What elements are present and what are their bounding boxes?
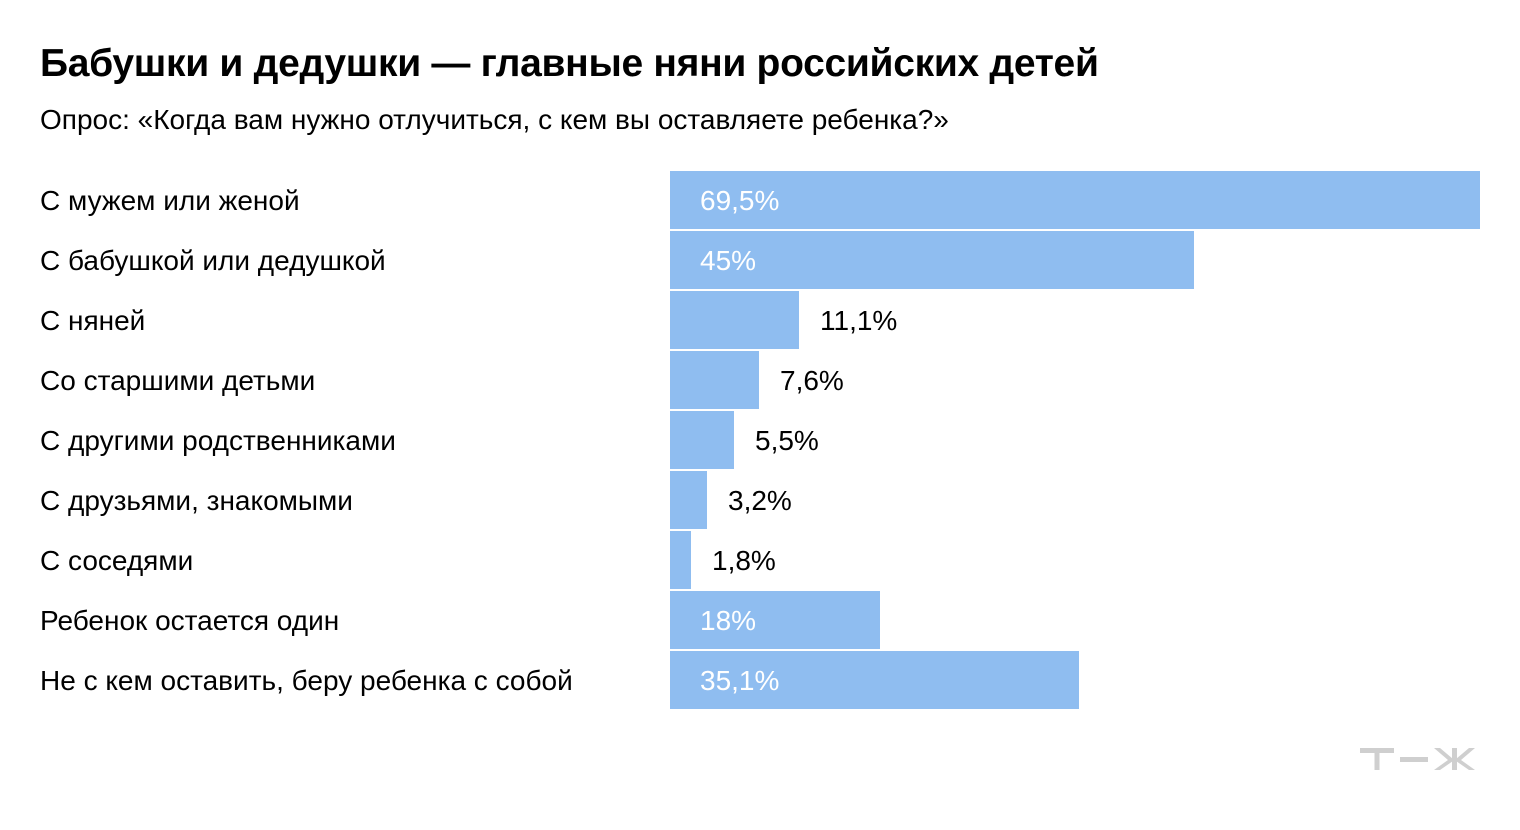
value-label: 3,2% bbox=[728, 485, 792, 516]
bar bbox=[670, 651, 1079, 709]
bar-row: С бабушкой или дедушкой 45% bbox=[40, 231, 1194, 289]
value-label: 35,1% bbox=[700, 665, 779, 696]
bar bbox=[670, 591, 880, 649]
value-label: 69,5% bbox=[700, 185, 779, 216]
bar-row: Не с кем оставить, беру ребенка с собой 3… bbox=[40, 651, 1079, 709]
category-label: С друзьями, знакомыми bbox=[40, 485, 353, 516]
bar bbox=[670, 231, 1194, 289]
category-label: С мужем или женой bbox=[40, 185, 300, 216]
tzh-logo-icon bbox=[1360, 748, 1475, 770]
value-label: 1,8% bbox=[712, 545, 776, 576]
value-label: 18% bbox=[700, 605, 756, 636]
bar-row: С соседями 1,8% bbox=[40, 531, 776, 589]
chart-title: Бабушки и дедушки — главные няни российс… bbox=[40, 42, 1099, 85]
bar-row: С другими родственниками 5,5% bbox=[40, 411, 819, 469]
category-label: Ребенок остается один bbox=[40, 605, 339, 636]
category-label: Со старшими детьми bbox=[40, 365, 315, 396]
value-label: 11,1% bbox=[820, 305, 897, 336]
value-label: 45% bbox=[700, 245, 756, 276]
bar-row: С мужем или женой 69,5% bbox=[40, 171, 1480, 229]
bar bbox=[670, 171, 1480, 229]
bar-row: С друзьями, знакомыми 3,2% bbox=[40, 471, 792, 529]
bar bbox=[670, 351, 759, 409]
value-label: 5,5% bbox=[755, 425, 819, 456]
bar bbox=[670, 291, 799, 349]
category-label: С соседями bbox=[40, 545, 193, 576]
category-label: Не с кем оставить, беру ребенка с собой bbox=[40, 665, 573, 696]
bar bbox=[670, 471, 707, 529]
bar bbox=[670, 411, 734, 469]
category-label: С другими родственниками bbox=[40, 425, 396, 456]
chart-subtitle: Опрос: «Когда вам нужно отлучиться, с ке… bbox=[40, 104, 949, 135]
bar-row: С няней 11,1% bbox=[40, 291, 897, 349]
category-label: С бабушкой или дедушкой bbox=[40, 245, 386, 276]
category-label: С няней bbox=[40, 305, 145, 336]
value-label: 7,6% bbox=[780, 365, 844, 396]
bar bbox=[670, 531, 691, 589]
bar-row: Ребенок остается один 18% bbox=[40, 591, 880, 649]
bar-row: Со старшими детьми 7,6% bbox=[40, 351, 844, 409]
